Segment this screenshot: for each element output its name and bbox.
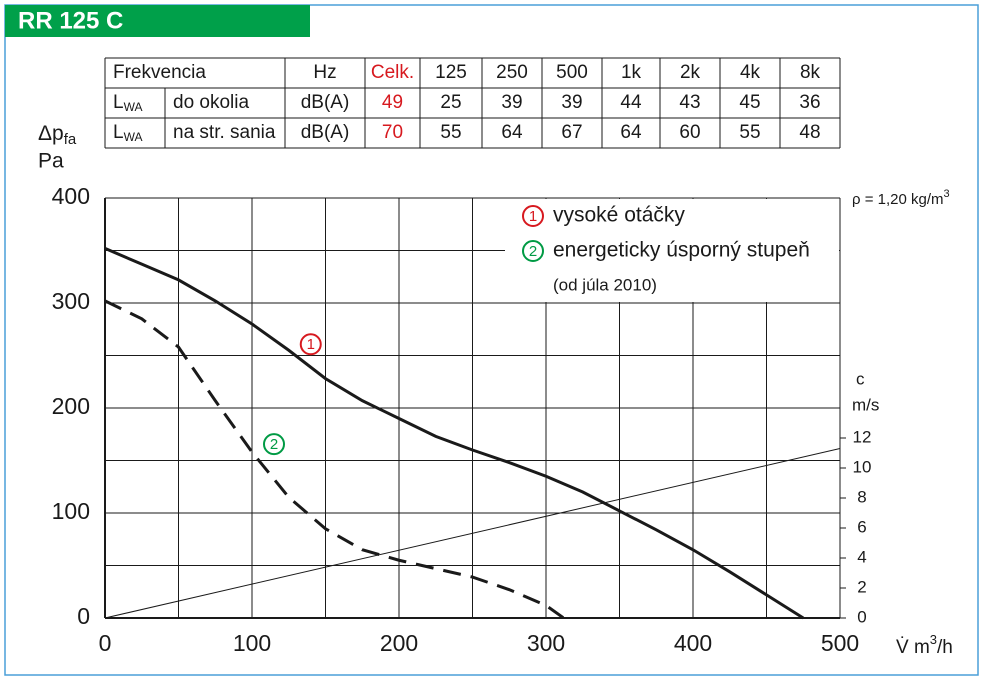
table-header: 8k — [800, 62, 821, 83]
cell-value: 55 — [440, 122, 461, 143]
y-label: Δpfa — [38, 122, 77, 148]
x-tick-label: 100 — [233, 630, 271, 656]
velocity-line — [104, 448, 841, 619]
legend-note: (od júla 2010) — [553, 275, 657, 294]
cell-value: 64 — [501, 122, 523, 143]
marker-circle — [522, 240, 544, 262]
y2-tick-label: 10 — [853, 457, 872, 476]
legend-label: vysoké otáčky — [553, 204, 685, 227]
table-header: 500 — [556, 62, 588, 83]
y2-tick-label: 6 — [857, 517, 866, 536]
density-text: ρ = 1,20 kg/m — [852, 191, 944, 208]
cell-value: 36 — [799, 92, 820, 113]
y-tick-label: 200 — [52, 393, 90, 419]
x-label-sup: 3 — [930, 632, 937, 647]
density-sup: 3 — [944, 188, 950, 200]
row-unit: dB(A) — [301, 92, 350, 113]
row-symbol: LWA — [113, 92, 142, 114]
title-tab — [5, 5, 310, 37]
x-tick-label: 0 — [99, 630, 112, 656]
marker-number: 1 — [529, 208, 537, 225]
y-label-sub: fa — [64, 131, 77, 148]
table-header: 1k — [621, 62, 642, 83]
table-header: 2k — [680, 62, 701, 83]
curve — [104, 299, 565, 620]
cell-value: 44 — [620, 92, 642, 113]
marker-number: 2 — [529, 243, 537, 260]
y2-tick-label: 4 — [857, 547, 866, 566]
row-symbol-main: L — [113, 122, 124, 143]
row-symbol-sub: WA — [124, 130, 143, 144]
x-tick-label: 500 — [821, 630, 859, 656]
y2-tick-label: 8 — [857, 487, 866, 506]
curve — [104, 247, 805, 620]
x-label: V̇ m3/h — [896, 632, 953, 658]
table-header: Hz — [313, 62, 336, 83]
row-unit: dB(A) — [301, 122, 350, 143]
row-label: do okolia — [173, 92, 249, 113]
legend-label: energeticky úsporný stupeň — [553, 239, 810, 262]
y2-tick-label: 2 — [857, 577, 866, 596]
y-tick-label: 100 — [52, 498, 90, 524]
y2-label-unit: m/s — [852, 395, 879, 414]
chart-title: RR 125 C — [18, 7, 123, 34]
marker-number: 2 — [270, 436, 278, 453]
y2-label-symbol: c — [856, 369, 865, 388]
row-symbol-main: L — [113, 92, 124, 113]
y-tick-label: 300 — [52, 288, 90, 314]
table-header: Frekvencia — [113, 62, 206, 83]
cell-value: 48 — [799, 122, 820, 143]
cell-value: 45 — [739, 92, 760, 113]
marker-number: 1 — [307, 336, 315, 353]
cell-value: 60 — [679, 122, 700, 143]
cell-value: 25 — [440, 92, 461, 113]
table-header: Celk. — [371, 62, 414, 83]
row-symbol-sub: WA — [124, 100, 143, 114]
table-header: 125 — [435, 62, 467, 83]
marker-circle — [299, 333, 322, 356]
cell-value: 39 — [561, 92, 582, 113]
x-label-tail: /h — [937, 637, 953, 658]
marker-circle — [263, 433, 285, 456]
y-label-symbol: Δp — [38, 122, 64, 145]
table-header: 250 — [496, 62, 528, 83]
legend-bg — [505, 199, 839, 302]
marker-circle — [522, 205, 544, 227]
row-label: na str. sania — [173, 122, 276, 143]
y-label-unit: Pa — [38, 150, 64, 173]
y-tick-label: 400 — [52, 183, 90, 209]
row-symbol: LWA — [113, 122, 142, 144]
frame — [4, 4, 979, 676]
x-tick-label: 400 — [674, 630, 712, 656]
y2-tick-label: 0 — [857, 607, 866, 626]
x-tick-label: 300 — [527, 630, 565, 656]
y2-tick-label: 12 — [853, 427, 872, 446]
cell-value: 43 — [679, 92, 700, 113]
cell-value: 39 — [501, 92, 522, 113]
table-header: 4k — [740, 62, 761, 83]
x-tick-label: 200 — [380, 630, 418, 656]
x-label-main: V̇ m — [896, 637, 930, 658]
cell-value: 70 — [382, 122, 403, 143]
cell-value: 64 — [620, 122, 642, 143]
cell-value: 49 — [382, 92, 403, 113]
cell-value: 67 — [561, 122, 582, 143]
density-note: ρ = 1,20 kg/m3 — [852, 188, 950, 208]
cell-value: 55 — [739, 122, 760, 143]
y-tick-label: 0 — [77, 603, 90, 629]
